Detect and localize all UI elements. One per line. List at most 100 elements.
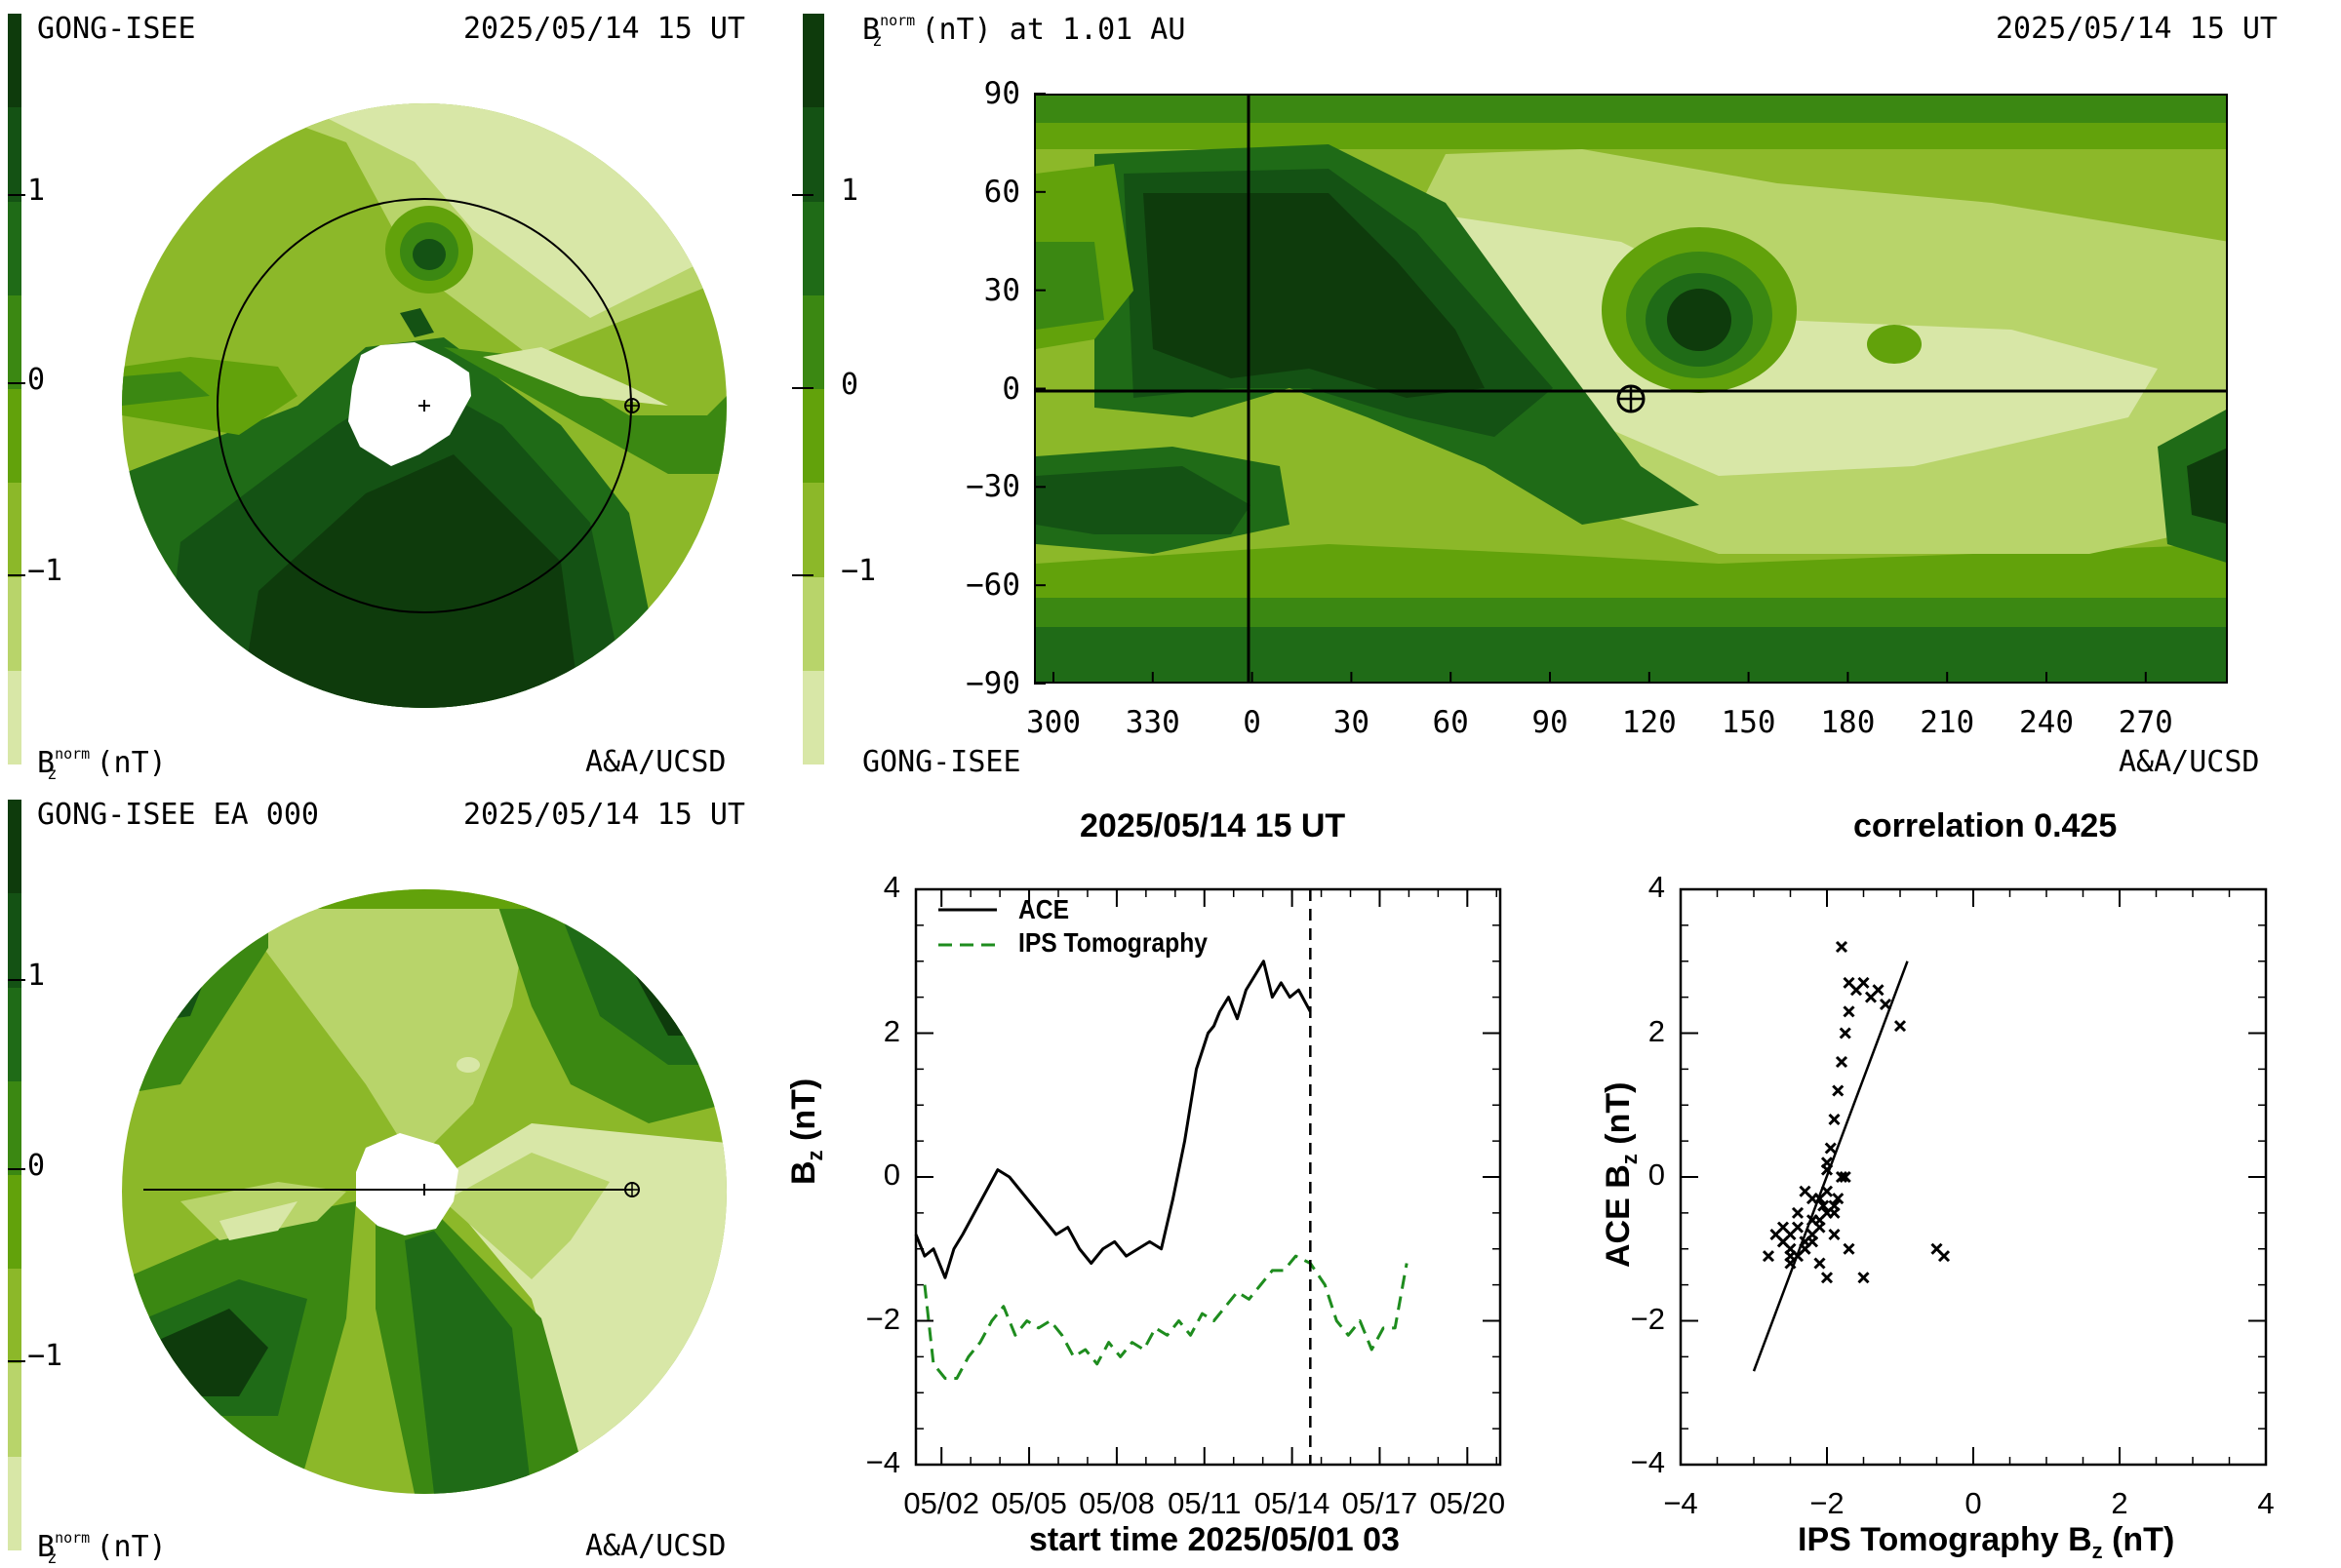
map-xtick-label: 300	[1026, 705, 1081, 740]
ts-xtick-label: 05/17	[1341, 1486, 1418, 1520]
map-xtick-label: 60	[1432, 705, 1469, 740]
scatter-ylabel: ACE Bz (nT)	[1600, 1081, 1642, 1268]
colorbar-swatch	[8, 14, 21, 108]
map-ytick-label: −90	[966, 666, 1020, 701]
colorbar-swatch	[8, 987, 21, 1081]
scatter-point	[1937, 1250, 1951, 1263]
colorbar-swatch	[8, 483, 21, 577]
map-xtick-label: 90	[1531, 705, 1568, 740]
sc-xtick-label: −2	[1809, 1486, 1845, 1520]
sc-ytick-label: 4	[1647, 870, 1665, 904]
scatter-point	[1784, 1228, 1797, 1241]
scatter-point	[1828, 1199, 1841, 1212]
scatter-point	[1784, 1250, 1797, 1263]
colorbar-segments-tr	[803, 14, 824, 764]
scatter-point	[1762, 1250, 1775, 1263]
colorbar-swatch	[8, 1456, 21, 1550]
colorbar-swatch	[803, 14, 824, 108]
ts-ytick-label: −4	[865, 1445, 900, 1479]
scatter-point	[1805, 1193, 1819, 1205]
colorbar-segments-tl	[8, 14, 21, 764]
colorbar-swatch	[8, 670, 21, 764]
colorbar-bottom-left	[8, 800, 21, 1550]
map-xtick-label: 150	[1721, 705, 1776, 740]
map-ytick-label: 0	[1002, 371, 1020, 407]
scatter-point	[1769, 1228, 1782, 1241]
timestamp-bl: 2025/05/14 15 UT	[463, 798, 745, 832]
scatter-point	[1828, 1113, 1841, 1126]
scatter-point	[1835, 1055, 1848, 1069]
timeseries-frame	[914, 887, 1502, 1467]
credit-tl: A&A/UCSD	[585, 745, 727, 779]
map-ytick-label: 30	[983, 272, 1020, 308]
sc-xtick-label: 0	[1964, 1486, 1982, 1520]
sc-ytick-label: 0	[1647, 1157, 1665, 1192]
sc-xtick-label: 2	[2111, 1486, 2128, 1520]
map-xtick-label: 240	[2019, 705, 2074, 740]
scatter-point	[1820, 1185, 1834, 1197]
cb-tick-m1-tr: −1	[841, 554, 877, 588]
scatter-point	[1776, 1221, 1790, 1234]
colorbar-title-tl: Bnormz (nT)	[37, 745, 167, 784]
scatter-point	[1839, 1027, 1851, 1039]
ts-ytick-label: 2	[883, 1013, 900, 1048]
scatter-point	[1857, 976, 1870, 989]
scatter-point	[1893, 1020, 1907, 1033]
scatter-point	[1799, 1242, 1811, 1255]
ts-ytick-label: −2	[865, 1301, 900, 1336]
sc-ytick-label: −2	[1630, 1301, 1665, 1336]
scatter-xlabel: IPS Tomography Bz (nT)	[1798, 1521, 2175, 1563]
sc-ytick-label: −4	[1630, 1445, 1665, 1479]
map-title-tr: Bnormz (nT) at 1.01 AU	[862, 12, 1186, 51]
scatter-frame	[1679, 887, 2268, 1467]
sun-occult-bl	[356, 1133, 458, 1235]
ts-ytick-label: 4	[883, 870, 900, 904]
latlon-map-axes	[1034, 93, 2147, 685]
colorbar-title-bl: Bnormz (nT)	[37, 1529, 167, 1568]
scatter-point	[1791, 1206, 1805, 1219]
scatter-point	[1805, 1235, 1819, 1248]
sc-xtick-label: 4	[2257, 1486, 2275, 1520]
map-xtick-label: 120	[1621, 705, 1677, 740]
scatter-point	[1864, 991, 1878, 1003]
scatter-point	[1824, 1142, 1837, 1155]
map-xtick-label: 330	[1125, 705, 1180, 740]
scatter-point	[1820, 1163, 1834, 1176]
scatter-point	[1791, 1250, 1805, 1263]
earth-symbol-bl	[624, 1182, 640, 1197]
map-xtick-label: 180	[1820, 705, 1876, 740]
scatter-point	[1820, 1156, 1834, 1169]
map-xtick-label: 210	[1920, 705, 1975, 740]
map-ytick-label: −30	[966, 469, 1020, 505]
scatter-point	[1813, 1221, 1826, 1234]
scatter-point	[1820, 1272, 1834, 1284]
source-label-tl: GONG-ISEE	[37, 12, 196, 46]
ts-ytick-label: 0	[883, 1157, 900, 1192]
scatter-point	[1832, 1193, 1845, 1205]
scatter-point	[1805, 1228, 1819, 1241]
colorbar-swatch	[8, 893, 21, 988]
map-xtick-label: 0	[1243, 705, 1261, 740]
colorbar-swatch	[803, 576, 824, 671]
map-ytick-label: 90	[983, 76, 1020, 111]
colorbar-swatch	[803, 483, 824, 577]
scatter-point	[1843, 1005, 1855, 1018]
colorbar-swatch	[8, 107, 21, 202]
colorbar-swatch	[8, 389, 21, 484]
ts-xtick-label: 05/14	[1253, 1486, 1330, 1520]
earth-symbol-map	[1616, 384, 1646, 413]
map-xtick-label: 30	[1332, 705, 1370, 740]
sc-ytick-label: 2	[1647, 1013, 1665, 1048]
cb-tick-1-bl: 1	[27, 959, 46, 993]
source-label-bl: GONG-ISEE EA 000	[37, 798, 319, 832]
credit-bl: A&A/UCSD	[585, 1529, 727, 1563]
colorbar-swatch	[8, 800, 21, 894]
cb-tick-1-tr: 1	[841, 174, 859, 208]
scatter-point	[1813, 1214, 1826, 1227]
scatter-point	[1930, 1242, 1943, 1255]
scatter-point	[1784, 1257, 1797, 1270]
colorbar-swatch	[803, 670, 824, 764]
colorbar-swatch	[803, 294, 824, 389]
regression-line	[1752, 960, 1909, 1372]
map-xtick-label: 270	[2118, 705, 2173, 740]
